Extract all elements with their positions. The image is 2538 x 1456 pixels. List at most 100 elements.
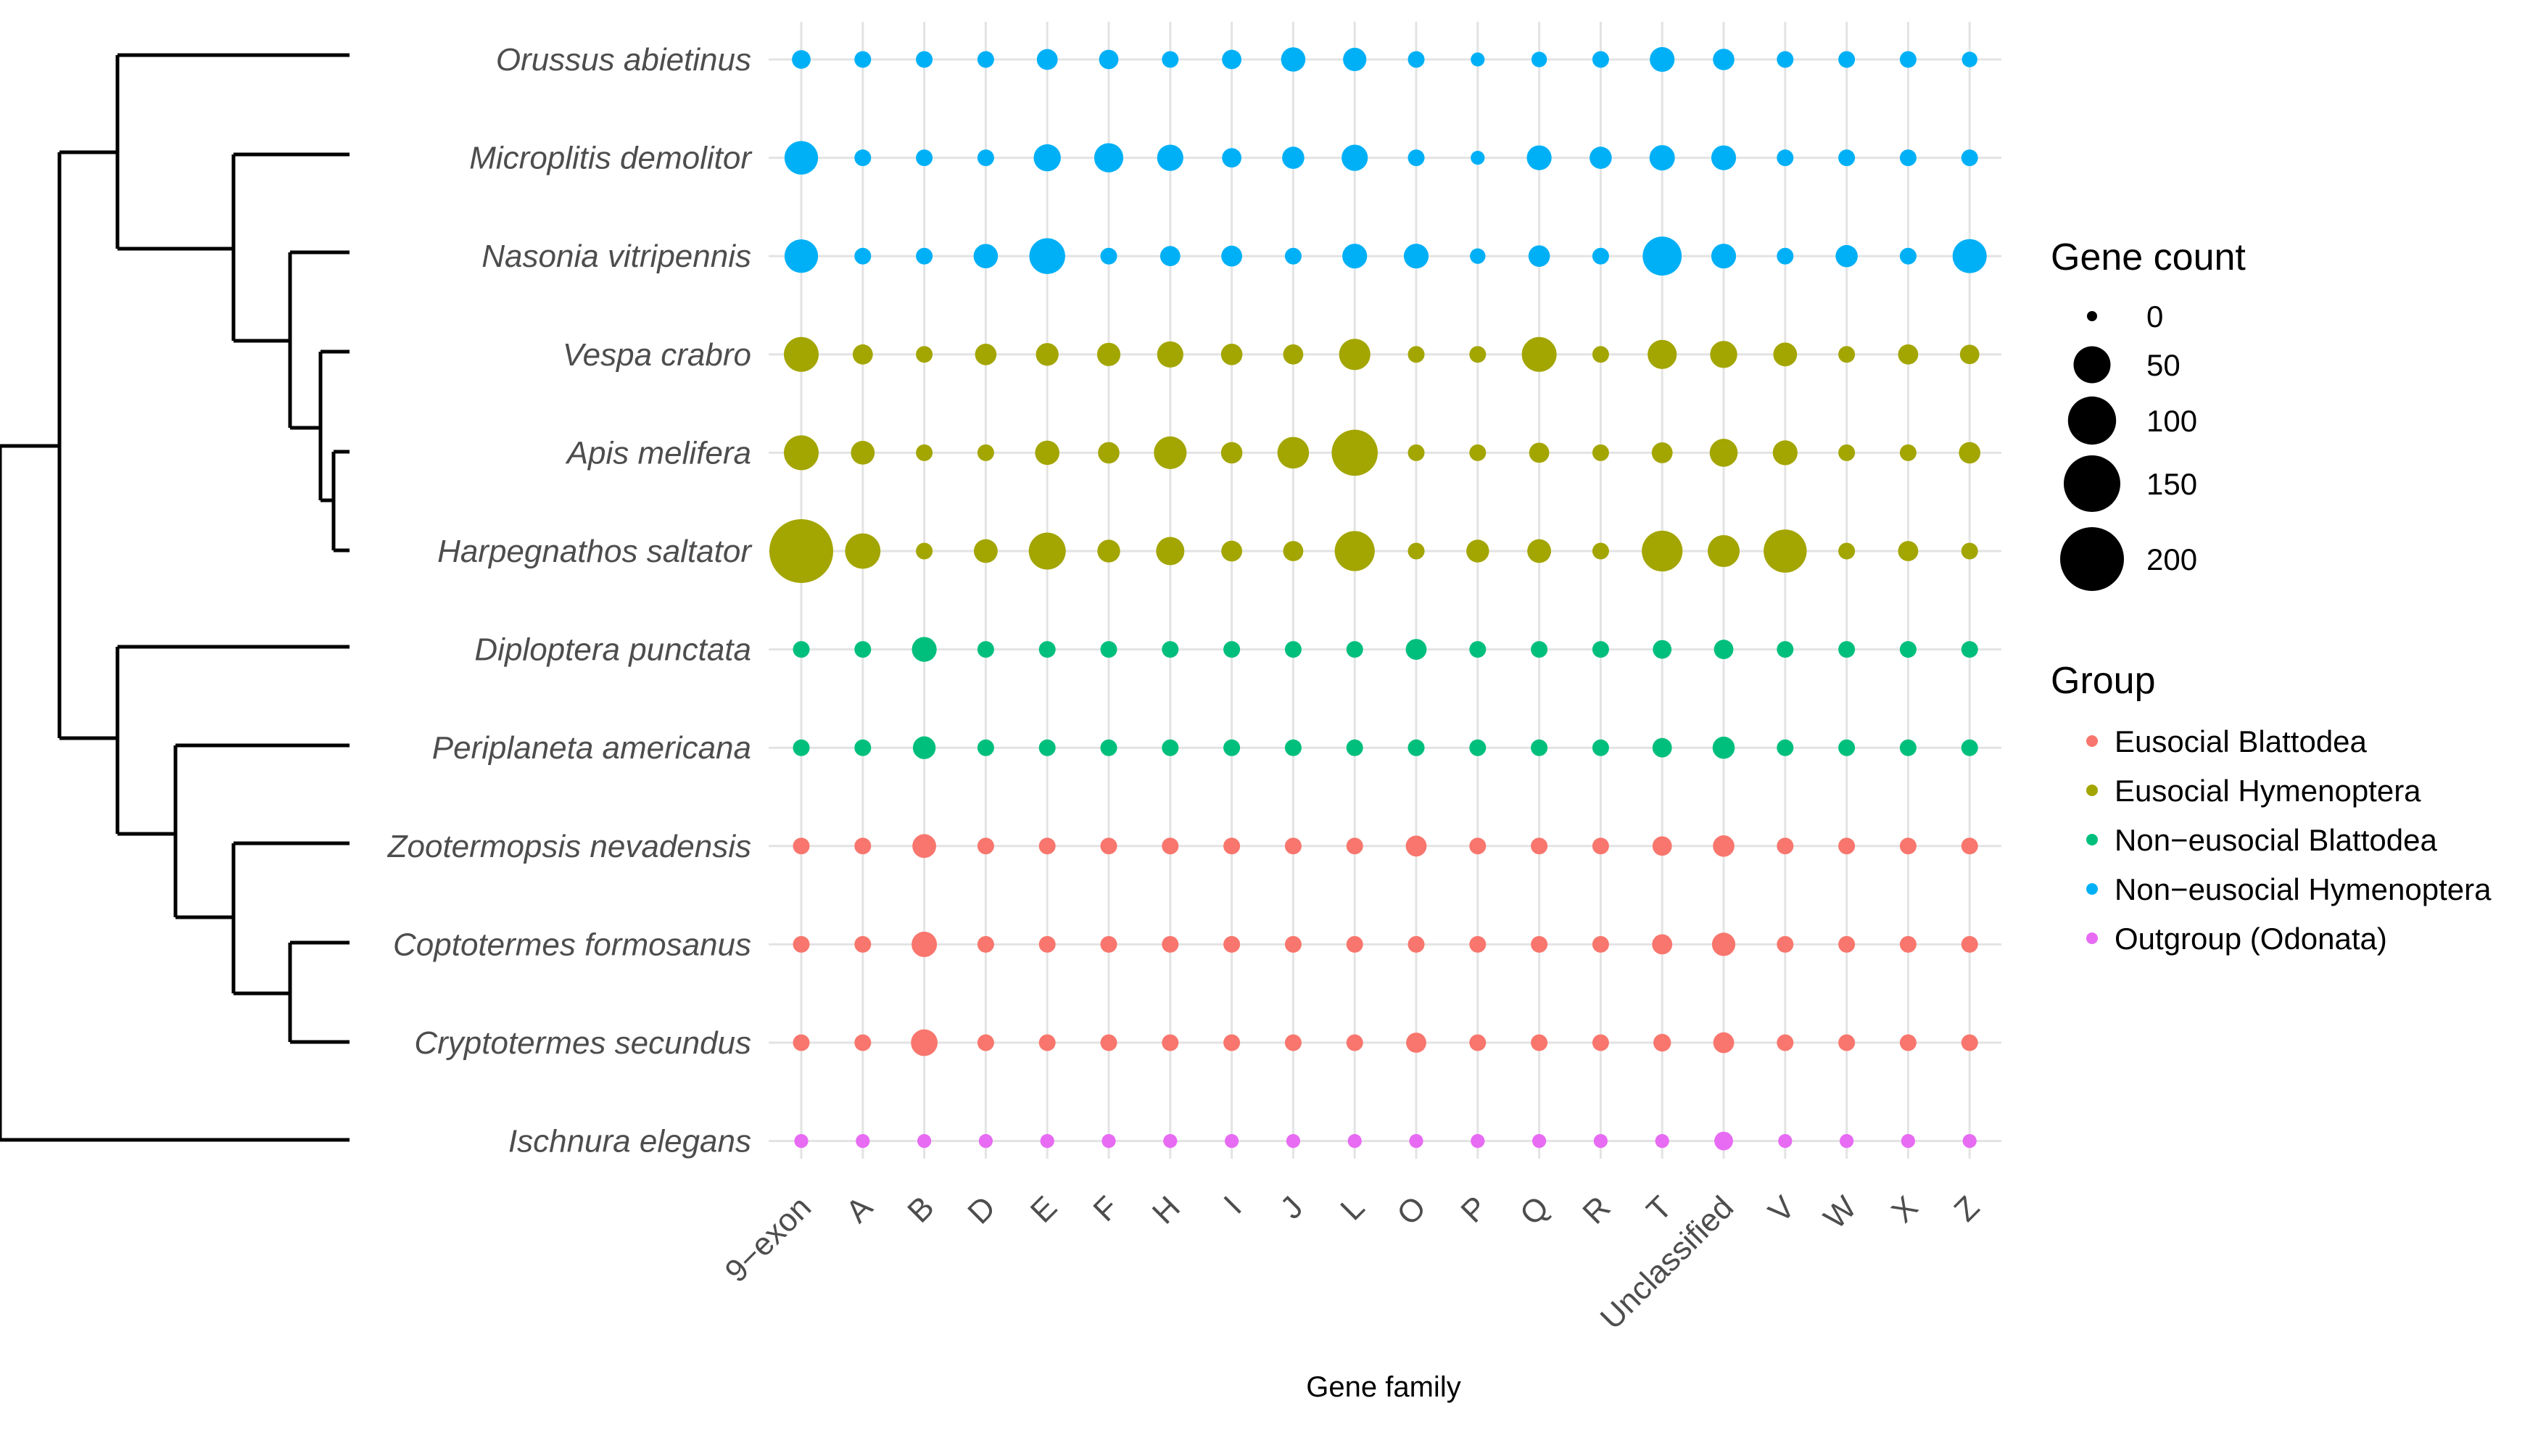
x-tick-label: Z [1948, 1189, 1987, 1228]
data-point [1642, 530, 1683, 572]
data-point [1899, 837, 1917, 855]
data-point [854, 247, 872, 265]
data-point [977, 739, 994, 756]
data-point [1777, 641, 1794, 658]
data-point [1764, 529, 1807, 573]
data-point [1527, 539, 1552, 563]
data-point [1277, 437, 1310, 469]
data-point [793, 641, 810, 658]
species-label: Zootermopsis nevadensis [387, 829, 751, 864]
x-axis-title: Gene family [1306, 1371, 1460, 1403]
data-point [977, 149, 994, 167]
data-point [1347, 1134, 1362, 1149]
data-point [1711, 145, 1737, 170]
data-point [1898, 541, 1919, 561]
data-point [854, 837, 872, 855]
data-point [1709, 439, 1738, 467]
data-point [1531, 935, 1548, 953]
data-point [911, 1029, 938, 1056]
data-point [1592, 935, 1609, 953]
data-point [1712, 736, 1735, 759]
data-point [1838, 346, 1856, 363]
data-point [1284, 641, 1302, 658]
data-point [1343, 47, 1367, 72]
data-point [1653, 1033, 1671, 1052]
x-tick-label: I [1217, 1189, 1248, 1220]
data-point [1223, 935, 1241, 953]
color-legend-label: Eusocial Hymenoptera [2115, 774, 2421, 808]
data-point [1346, 935, 1363, 953]
data-point [1590, 146, 1612, 169]
data-point [1529, 442, 1550, 463]
data-point [1154, 436, 1187, 469]
data-point [1471, 52, 1485, 67]
data-point [1838, 444, 1856, 461]
size-legend-label: 150 [2146, 467, 2197, 501]
data-point [1777, 837, 1794, 855]
data-point [854, 149, 872, 167]
data-point [1521, 336, 1557, 372]
data-point [1711, 244, 1737, 269]
data-point [1714, 640, 1734, 659]
data-point [916, 149, 933, 167]
data-point [1777, 739, 1794, 756]
data-point [1033, 144, 1061, 172]
x-tick-label: V [1761, 1189, 1802, 1230]
x-tick-label: 9−exon [718, 1189, 818, 1289]
data-point [794, 1134, 809, 1149]
data-point [1038, 935, 1056, 953]
data-point [793, 739, 810, 756]
data-point [1162, 1034, 1179, 1051]
data-point [854, 935, 872, 953]
data-point [1283, 541, 1304, 561]
data-point [916, 444, 933, 461]
data-point [1097, 539, 1120, 563]
data-point [1961, 149, 1978, 167]
data-point [1038, 739, 1056, 756]
species-label: Apis melifera [565, 435, 751, 471]
data-point [1160, 246, 1181, 267]
data-point [1220, 344, 1243, 365]
size-legend-label: 100 [2146, 404, 2197, 438]
data-point [1592, 542, 1609, 560]
data-point [1899, 935, 1917, 953]
grid [769, 22, 2001, 1159]
data-point [1655, 1134, 1669, 1149]
data-point [1772, 440, 1798, 466]
data-point [1100, 935, 1117, 953]
data-point [1714, 1131, 1733, 1151]
data-point [1531, 51, 1547, 67]
data-point [1100, 1034, 1117, 1051]
data-point [1642, 236, 1682, 276]
data-point [1899, 51, 1917, 68]
species-label: Microplitis demolitor [469, 141, 753, 176]
data-point [912, 834, 936, 859]
data-point [1036, 49, 1058, 70]
data-point [917, 1134, 932, 1149]
data-point [854, 1034, 872, 1051]
data-point [916, 542, 933, 560]
data-point [1901, 1134, 1915, 1149]
data-point [1469, 739, 1487, 756]
x-tick-label: O [1390, 1189, 1433, 1232]
data-point [1222, 49, 1241, 70]
data-point [1283, 344, 1304, 365]
data-point [769, 519, 833, 583]
data-point [1650, 46, 1675, 73]
data-point [1713, 49, 1735, 70]
data-point [973, 244, 999, 269]
data-point [977, 935, 994, 953]
size-legend-key [2064, 455, 2120, 512]
data-point [1334, 531, 1375, 571]
data-point [1710, 341, 1737, 368]
data-point [1531, 641, 1548, 658]
data-point [1470, 248, 1486, 264]
data-point [1282, 146, 1305, 169]
data-point [852, 344, 873, 365]
data-point [1835, 244, 1858, 268]
data-point [1899, 641, 1917, 658]
data-point [1528, 245, 1550, 268]
data-point [916, 346, 933, 363]
data-point [978, 1134, 993, 1149]
